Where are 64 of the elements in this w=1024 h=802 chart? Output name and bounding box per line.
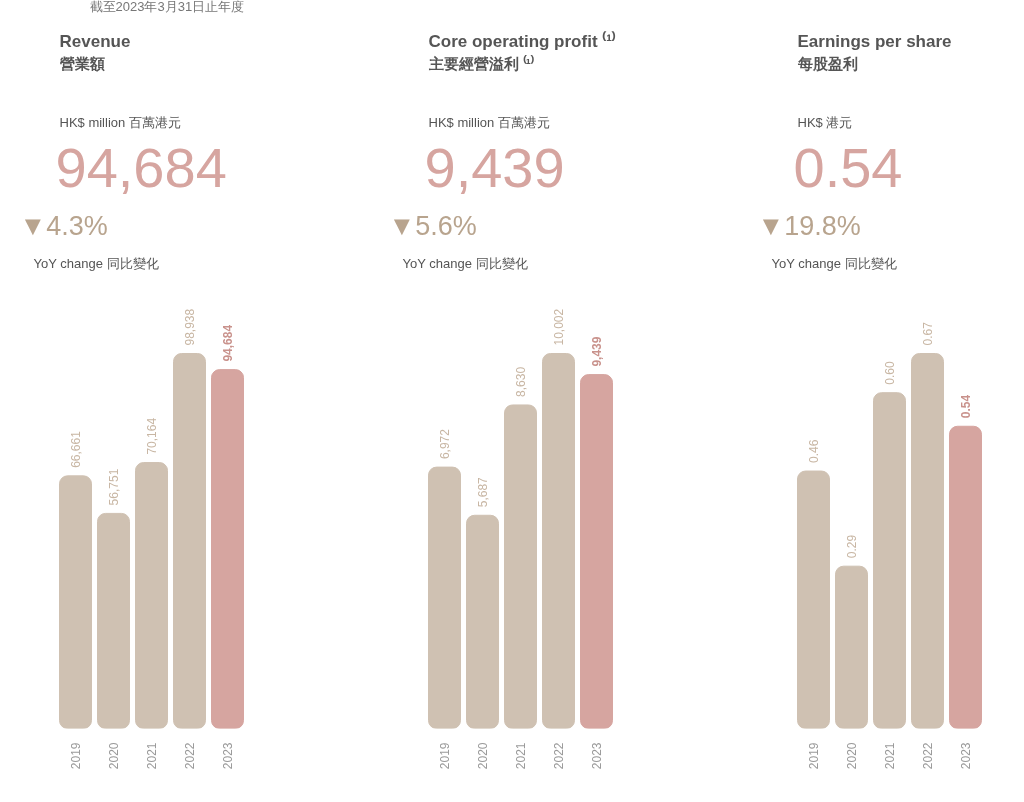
- bar: [797, 470, 830, 729]
- x-tick-label: 2019: [807, 742, 821, 770]
- text: ▼5.6%: [388, 210, 477, 241]
- data-label: 5,687: [476, 476, 490, 508]
- bar: [504, 404, 537, 729]
- x-tick-label: 2021: [145, 742, 159, 770]
- bar: [97, 512, 130, 729]
- x-tick-label: 2019: [69, 742, 83, 770]
- chart-subtitle: 每股盈利: [796, 55, 858, 72]
- x-tick-label: 2020: [476, 742, 490, 770]
- x-tick-label: 2023: [590, 742, 604, 770]
- bar: [135, 462, 168, 729]
- bar: [173, 353, 206, 729]
- chart-subtitle: 營業額: [59, 55, 105, 72]
- bar: [873, 392, 906, 729]
- bar: [580, 374, 613, 729]
- data-label: 0.54: [959, 394, 973, 419]
- bar: [466, 514, 499, 729]
- x-tick-label: 2021: [514, 742, 528, 770]
- x-tick-label: 2022: [552, 742, 566, 770]
- bar: [211, 369, 244, 729]
- x-tick-label: 2022: [921, 742, 935, 770]
- bar: [911, 353, 944, 729]
- data-label: 6,972: [438, 428, 452, 460]
- data-label: 98,938: [183, 308, 197, 346]
- bar: [59, 475, 92, 729]
- text: YoY change 同比變化: [771, 256, 897, 271]
- x-tick-label: 2021: [883, 742, 897, 770]
- text: ▼4.3%: [19, 210, 108, 241]
- x-tick-label: 2023: [221, 742, 235, 770]
- data-label: 9,439: [590, 336, 604, 367]
- data-label: 0.60: [883, 361, 897, 385]
- data-label: 0.46: [807, 439, 821, 464]
- data-label: 94,684: [221, 324, 235, 362]
- bar: [949, 425, 982, 729]
- x-tick-label: 2019: [438, 742, 452, 770]
- text: 94,684: [55, 135, 227, 199]
- text: HK$ 港元: [797, 115, 853, 130]
- x-tick-label: 2020: [845, 742, 859, 770]
- bar: [428, 466, 461, 729]
- text: 0.54: [793, 135, 903, 199]
- text: ▼19.8%: [757, 210, 861, 241]
- text: YoY change 同比變化: [33, 256, 159, 271]
- chart-subtitle: 主要經營溢利 ⁽¹⁾: [427, 55, 534, 72]
- text: 截至2023年3月31日止年度: [89, 0, 245, 14]
- data-label: 66,661: [69, 430, 83, 468]
- text: 9,439: [424, 135, 565, 199]
- chart-title: Earnings per share: [797, 32, 952, 51]
- text: HK$ million 百萬港元: [428, 115, 550, 130]
- chart-title: Revenue: [59, 32, 131, 51]
- data-label: 8,630: [514, 366, 528, 397]
- x-tick-label: 2023: [959, 742, 973, 770]
- x-tick-label: 2022: [183, 742, 197, 770]
- data-label: 70,164: [145, 417, 159, 455]
- x-tick-label: 2020: [107, 742, 121, 770]
- data-label: 0.29: [845, 534, 859, 559]
- data-label: 10,002: [552, 308, 566, 346]
- text: HK$ million 百萬港元: [59, 115, 181, 130]
- data-label: 0.67: [921, 321, 935, 346]
- bar: [835, 565, 868, 729]
- bar: [542, 353, 575, 729]
- text: YoY change 同比變化: [402, 256, 528, 271]
- data-label: 56,751: [107, 468, 121, 506]
- chart-title: Core operating profit ⁽¹⁾: [428, 31, 616, 51]
